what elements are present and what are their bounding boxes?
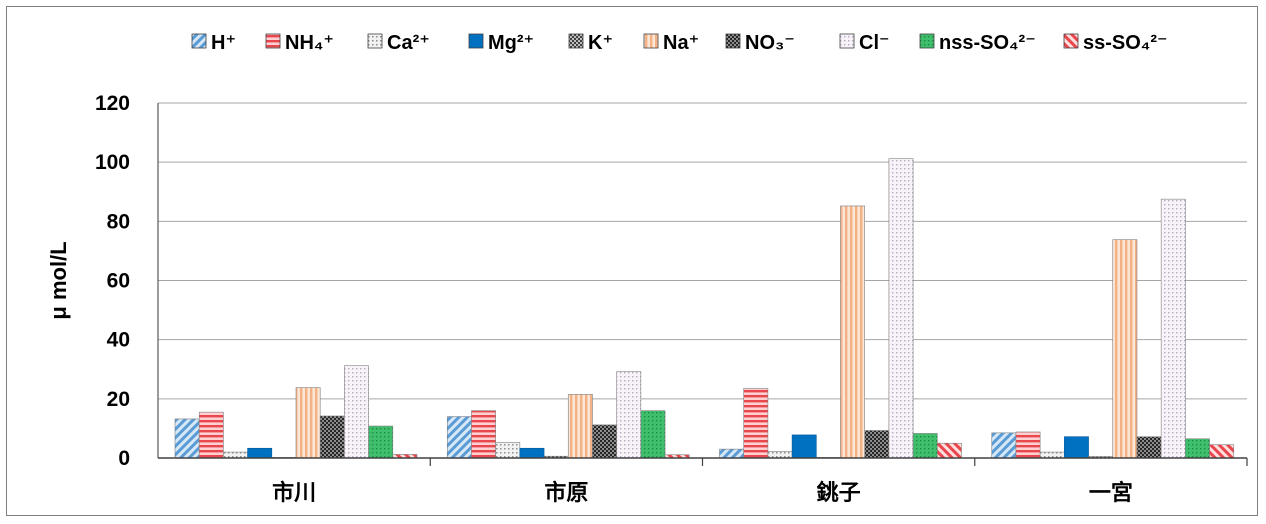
y-tick-label: 0 bbox=[118, 447, 130, 470]
bar-4-9 bbox=[1185, 438, 1210, 459]
gridlines bbox=[158, 102, 1247, 400]
legend-item-1: H⁺ bbox=[191, 32, 236, 54]
x-category-label: 市原 bbox=[544, 480, 588, 506]
bar-2-6 bbox=[567, 394, 593, 459]
bar-2-8 bbox=[616, 371, 642, 459]
bar-1-4 bbox=[247, 447, 273, 459]
bar-3-10 bbox=[936, 442, 962, 459]
legend-item-2: NH₄⁺ bbox=[265, 32, 334, 54]
bar-2-1 bbox=[446, 416, 472, 459]
legend-item-4: Mg²⁺ bbox=[468, 32, 534, 54]
legend-item-5: K⁺ bbox=[568, 32, 613, 54]
legend-swatch bbox=[367, 33, 383, 49]
bar-1-7 bbox=[319, 415, 345, 459]
x-category-label: 一宮 bbox=[1089, 480, 1133, 506]
bar-1-2 bbox=[198, 411, 224, 459]
legend-swatch bbox=[839, 33, 855, 49]
x-category-label: 市川 bbox=[272, 480, 316, 506]
bar-3-7 bbox=[864, 430, 890, 459]
bar-2-3 bbox=[495, 442, 521, 459]
bar-4-8 bbox=[1160, 198, 1186, 459]
legend-label: Na⁺ bbox=[663, 32, 699, 54]
bar-3-8 bbox=[888, 158, 914, 459]
x-category-label: 銚子 bbox=[817, 480, 861, 506]
legend-item-8: Cl⁻ bbox=[839, 32, 890, 54]
legend-label: NO₃⁻ bbox=[745, 32, 795, 54]
bar-3-1 bbox=[719, 448, 745, 459]
y-tick-label: 60 bbox=[107, 270, 130, 293]
bar-3-6 bbox=[840, 205, 866, 459]
bar-2-7 bbox=[592, 424, 617, 459]
legend-label: NH₄⁺ bbox=[285, 32, 334, 54]
legend-label: Ca²⁺ bbox=[387, 32, 430, 54]
bar-1-3 bbox=[223, 451, 248, 459]
bar-2-2 bbox=[471, 410, 496, 459]
legend-swatch bbox=[191, 33, 207, 49]
legend-label: K⁺ bbox=[588, 32, 613, 54]
bar-4-4 bbox=[1064, 436, 1089, 459]
bar-2-4 bbox=[519, 447, 545, 459]
y-tick-label: 40 bbox=[107, 329, 130, 352]
y-tick-label: 100 bbox=[95, 151, 130, 174]
legend-swatch bbox=[1063, 33, 1079, 49]
bar-4-6 bbox=[1112, 239, 1138, 459]
legend-item-3: Ca²⁺ bbox=[367, 32, 430, 54]
axes: 0 20 40 60 80 100 120 μ mol/L 市川 市原 銚子 一宮 bbox=[46, 92, 1248, 506]
legend-swatch bbox=[643, 33, 659, 49]
y-tick-label: 120 bbox=[95, 92, 130, 115]
legend-swatch bbox=[568, 33, 584, 49]
legend-item-7: NO₃⁻ bbox=[725, 32, 795, 54]
legend-label: H⁺ bbox=[211, 32, 236, 54]
legend-label: nss-SO₄²⁻ bbox=[939, 32, 1036, 54]
bar-4-1 bbox=[991, 432, 1017, 459]
legend-swatch bbox=[725, 33, 741, 49]
legend-label: Cl⁻ bbox=[859, 32, 890, 54]
bars bbox=[174, 158, 1235, 459]
legend-item-6: Na⁺ bbox=[643, 32, 699, 54]
bar-3-4 bbox=[791, 434, 817, 459]
bar-1-6 bbox=[295, 387, 321, 459]
bar-1-9 bbox=[368, 425, 394, 459]
legend-swatch bbox=[265, 33, 281, 49]
bar-2-9 bbox=[640, 410, 666, 459]
y-tick-label: 80 bbox=[107, 210, 130, 233]
bar-4-7 bbox=[1136, 436, 1162, 459]
y-axis-label: μ mol/L bbox=[46, 241, 71, 319]
legend-label: ss-SO₄²⁻ bbox=[1083, 32, 1168, 54]
legend: H⁺ NH₄⁺ Ca²⁺ Mg²⁺ K⁺ Na⁺ NO₃⁻ Cl⁻ nss-SO₄²⁻ ss-SO… bbox=[191, 32, 1168, 54]
y-tick-label: 20 bbox=[107, 388, 130, 411]
bar-1-1 bbox=[174, 418, 200, 459]
legend-item-9: nss-SO₄²⁻ bbox=[919, 32, 1036, 54]
bar-3-9 bbox=[912, 433, 938, 459]
bar-4-3 bbox=[1039, 451, 1065, 459]
legend-label: Mg²⁺ bbox=[488, 32, 534, 54]
legend-swatch bbox=[468, 33, 484, 49]
bar-1-8 bbox=[344, 365, 369, 459]
bar-4-10 bbox=[1209, 444, 1235, 459]
bar-4-2 bbox=[1015, 431, 1041, 459]
bar-3-2 bbox=[743, 388, 769, 459]
legend-item-10: ss-SO₄²⁻ bbox=[1063, 32, 1168, 54]
bar-3-3 bbox=[767, 451, 793, 459]
legend-swatch bbox=[919, 33, 935, 49]
